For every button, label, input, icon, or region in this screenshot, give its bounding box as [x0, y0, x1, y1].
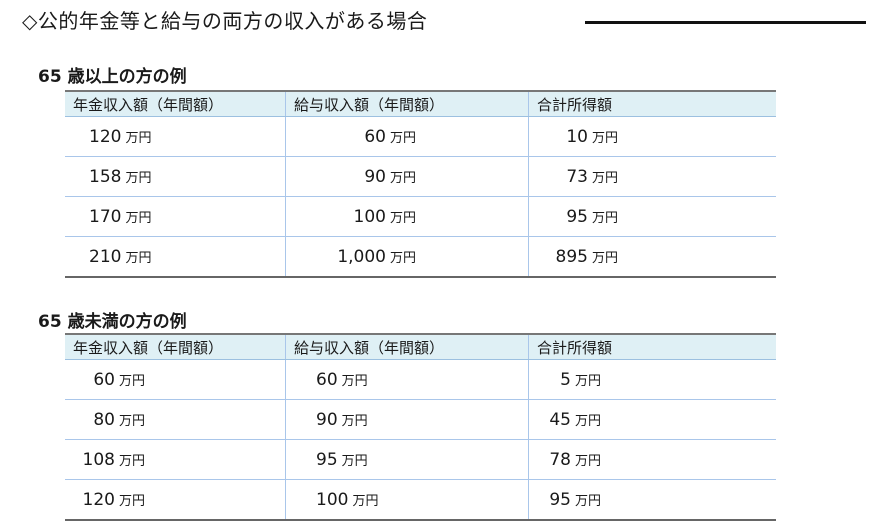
column-header: 年金収入額（年間額） [65, 90, 286, 117]
table-cell: 78 万円 [528, 439, 776, 480]
header-row: 年金収入額（年間額） 給与収入額（年間額） 合計所得額 [65, 333, 776, 360]
table-cell: 80 万円 [65, 399, 286, 440]
column-header: 合計所得額 [528, 333, 776, 360]
amount: 60 [364, 126, 386, 147]
amount: 120 [82, 489, 115, 510]
table-cell: 90 万円 [285, 399, 529, 440]
table-cell: 90 万円 [285, 156, 529, 197]
table-row: 60 万円 60 万円 5 万円 [65, 359, 776, 400]
table-cell: 95 万円 [528, 196, 776, 237]
amount: 1,000 [337, 246, 386, 267]
table-row: 158 万円 90 万円 73 万円 [65, 156, 776, 197]
amount: 45 [549, 409, 571, 430]
unit: 万円 [574, 493, 601, 509]
amount: 90 [364, 166, 386, 187]
table-65-over: 年金収入額（年間額） 給与収入額（年間額） 合計所得額 120 万円 60 万円 10 万円 15… [65, 90, 776, 278]
page-title: ◇公的年金等と給与の両方の収入がある場合 [22, 9, 428, 33]
section-heading-under-65: 65 歳未満の方の例 [38, 312, 187, 332]
unit: 万円 [591, 210, 618, 226]
amount: 170 [89, 206, 122, 227]
unit: 万円 [341, 373, 368, 389]
unit: 万円 [341, 453, 368, 469]
table-row: 120 万円 100 万円 95 万円 [65, 479, 776, 521]
unit: 万円 [341, 413, 368, 429]
table-cell: 60 万円 [285, 116, 529, 157]
unit: 万円 [389, 130, 416, 146]
unit: 万円 [125, 170, 152, 186]
table-cell: 120 万円 [65, 116, 286, 157]
amount: 5 [560, 369, 571, 390]
unit: 万円 [118, 453, 145, 469]
header-row: 年金収入額（年間額） 給与収入額（年間額） 合計所得額 [65, 90, 776, 117]
amount: 100 [353, 206, 386, 227]
unit: 万円 [118, 493, 145, 509]
unit: 万円 [574, 453, 601, 469]
table-cell: 10 万円 [528, 116, 776, 157]
amount: 100 [316, 489, 349, 510]
amount: 60 [316, 369, 338, 390]
amount: 80 [93, 409, 115, 430]
table-cell: 5 万円 [528, 359, 776, 400]
amount: 95 [316, 449, 338, 470]
column-header: 給与収入額（年間額） [285, 90, 529, 117]
amount: 895 [555, 246, 588, 267]
amount: 78 [549, 449, 571, 470]
unit: 万円 [574, 413, 601, 429]
table-under-65: 年金収入額（年間額） 給与収入額（年間額） 合計所得額 60 万円 60 万円 5 万円 80 万円… [65, 333, 776, 521]
table-cell: 895 万円 [528, 236, 776, 278]
section-heading-65-over: 65 歳以上の方の例 [38, 67, 187, 87]
column-header: 年金収入額（年間額） [65, 333, 286, 360]
table-cell: 100 万円 [285, 479, 529, 521]
table-cell: 73 万円 [528, 156, 776, 197]
unit: 万円 [389, 250, 416, 266]
unit: 万円 [591, 130, 618, 146]
table-row: 170 万円 100 万円 95 万円 [65, 196, 776, 237]
table-cell: 45 万円 [528, 399, 776, 440]
amount: 73 [566, 166, 588, 187]
unit: 万円 [125, 210, 152, 226]
unit: 万円 [574, 373, 601, 389]
table-row: 80 万円 90 万円 45 万円 [65, 399, 776, 440]
amount: 120 [89, 126, 122, 147]
table-cell: 1,000 万円 [285, 236, 529, 278]
table-cell: 210 万円 [65, 236, 286, 278]
column-header: 給与収入額（年間額） [285, 333, 529, 360]
table-row: 120 万円 60 万円 10 万円 [65, 116, 776, 157]
unit: 万円 [118, 373, 145, 389]
unit: 万円 [389, 170, 416, 186]
title-rule [585, 21, 866, 24]
table-row: 210 万円 1,000 万円 895 万円 [65, 236, 776, 278]
table-cell: 158 万円 [65, 156, 286, 197]
table-cell: 170 万円 [65, 196, 286, 237]
unit: 万円 [125, 130, 152, 146]
unit: 万円 [389, 210, 416, 226]
table-cell: 100 万円 [285, 196, 529, 237]
table-cell: 108 万円 [65, 439, 286, 480]
amount: 158 [89, 166, 122, 187]
column-header: 合計所得額 [528, 90, 776, 117]
amount: 95 [566, 206, 588, 227]
unit: 万円 [352, 493, 379, 509]
table-cell: 120 万円 [65, 479, 286, 521]
amount: 10 [566, 126, 588, 147]
table-cell: 95 万円 [285, 439, 529, 480]
table-cell: 95 万円 [528, 479, 776, 521]
amount: 95 [549, 489, 571, 510]
table-row: 108 万円 95 万円 78 万円 [65, 439, 776, 480]
table-cell: 60 万円 [65, 359, 286, 400]
amount: 90 [316, 409, 338, 430]
amount: 108 [82, 449, 115, 470]
amount: 60 [93, 369, 115, 390]
unit: 万円 [125, 250, 152, 266]
unit: 万円 [591, 170, 618, 186]
amount: 210 [89, 246, 122, 267]
table-cell: 60 万円 [285, 359, 529, 400]
unit: 万円 [591, 250, 618, 266]
unit: 万円 [118, 413, 145, 429]
